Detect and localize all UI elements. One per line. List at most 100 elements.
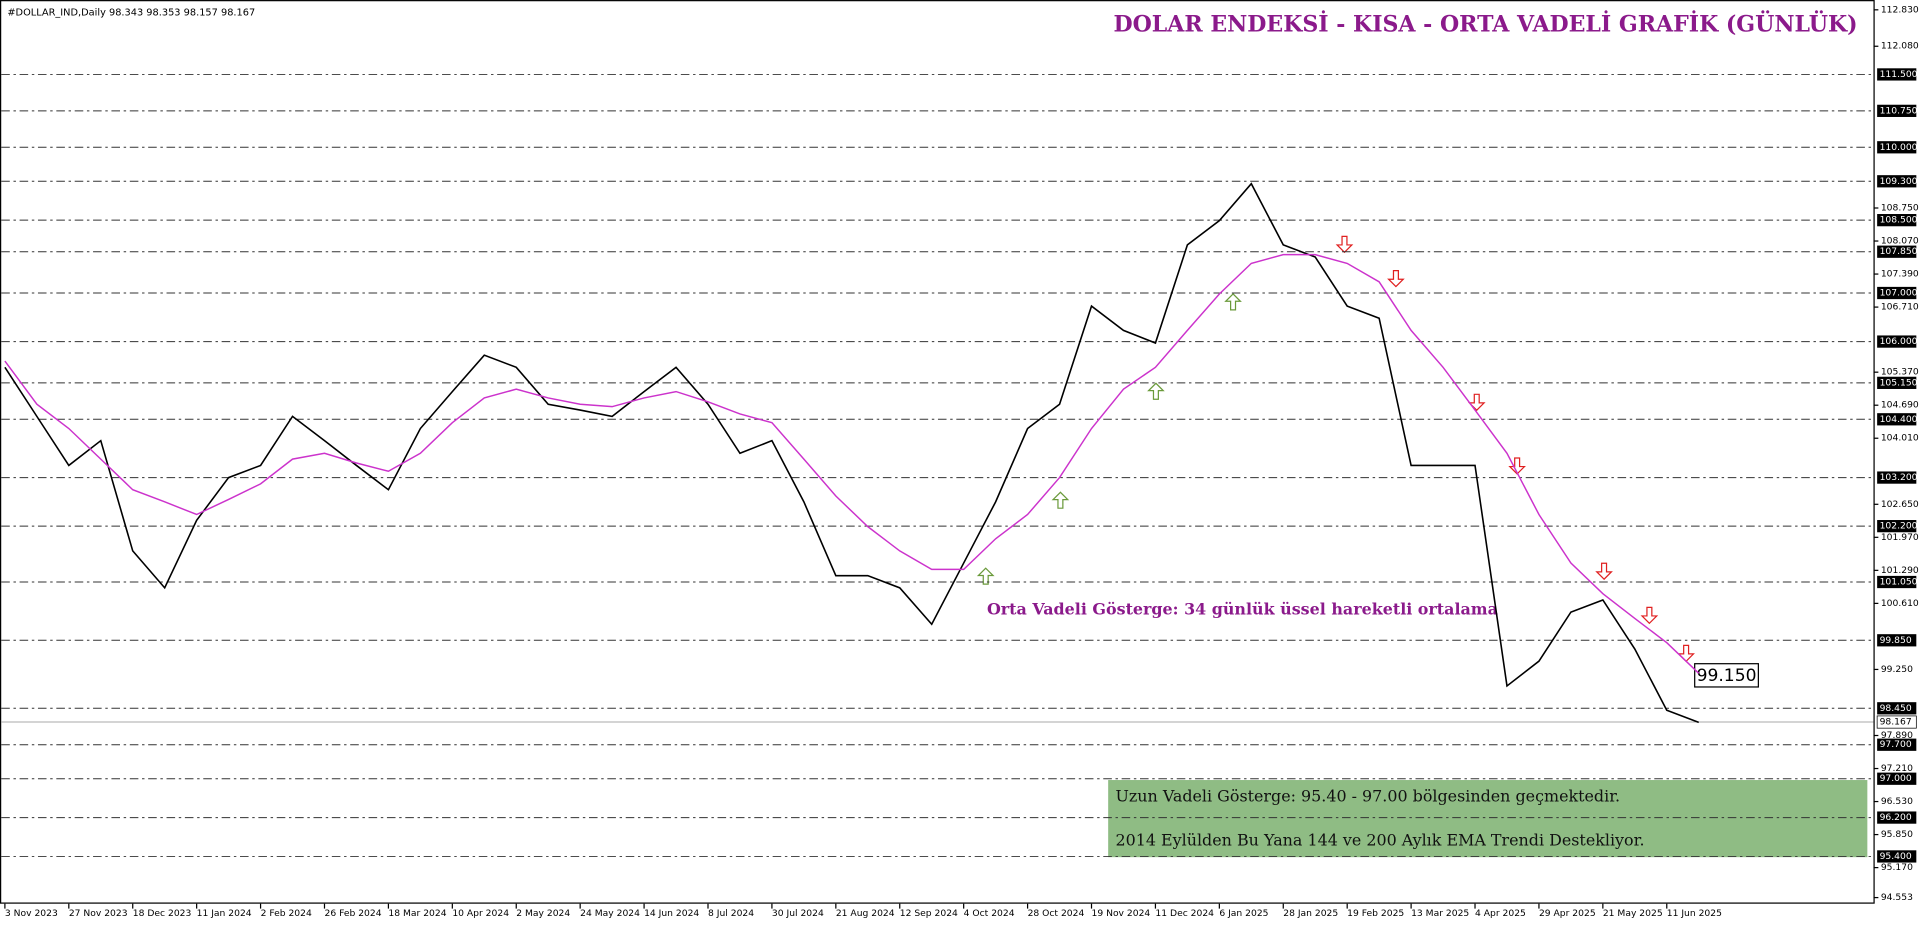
plot-frame xyxy=(0,0,1875,904)
level-tag xyxy=(1877,471,1917,484)
level-label: 104.400 xyxy=(1880,414,1918,425)
y-tick-label: 102.650 xyxy=(1881,499,1919,510)
level-tag xyxy=(1877,520,1917,533)
level-label: 111.500 xyxy=(1880,69,1918,80)
level-tag xyxy=(1877,850,1917,863)
ema-line xyxy=(4,253,1700,674)
y-tick-label: 105.370 xyxy=(1881,367,1919,378)
y-tick-label: 106.710 xyxy=(1881,302,1919,313)
level-tag xyxy=(1877,634,1917,647)
y-tick-label: 104.690 xyxy=(1881,400,1919,411)
level-label: 97.000 xyxy=(1880,773,1912,784)
level-label: 95.400 xyxy=(1880,851,1912,862)
level-tag xyxy=(1877,738,1917,751)
level-label: 108.500 xyxy=(1880,215,1918,226)
x-tick-label: 12 Sep 2024 xyxy=(900,908,958,919)
x-tick-label: 28 Jan 2025 xyxy=(1283,908,1338,919)
level-tag xyxy=(1877,104,1917,117)
x-tick-label: 18 Mar 2024 xyxy=(388,908,446,919)
level-tag xyxy=(1877,811,1917,824)
level-tag xyxy=(1877,245,1917,258)
down-arrow xyxy=(1335,235,1354,254)
x-tick-label: 13 Mar 2025 xyxy=(1411,908,1469,919)
info-box xyxy=(1108,780,1868,858)
ema-value-box xyxy=(1694,663,1759,688)
y-tick-label: 96.530 xyxy=(1881,796,1913,807)
y-tick-label: 99.250 xyxy=(1881,664,1913,675)
down-arrow xyxy=(1508,457,1526,475)
signal-arrows xyxy=(976,235,1695,663)
level-label: 109.300 xyxy=(1880,176,1918,187)
y-tick-label: 95.170 xyxy=(1881,862,1913,873)
ema-value-label: 99.150 xyxy=(1697,666,1757,686)
level-tag xyxy=(1877,141,1917,154)
level-label: 110.750 xyxy=(1880,105,1918,116)
x-tick-label: 4 Apr 2025 xyxy=(1475,908,1526,919)
level-tag xyxy=(1877,376,1917,389)
x-tick-label: 6 Jan 2025 xyxy=(1219,908,1268,919)
ema-note: Orta Vadeli Gösterge: 34 günlük üssel ha… xyxy=(987,599,1498,618)
y-tick-label: 101.290 xyxy=(1881,565,1919,576)
y-tick-label: 112.830 xyxy=(1881,4,1919,15)
x-tick-label: 21 Aug 2024 xyxy=(836,908,895,919)
level-tag xyxy=(1877,413,1917,426)
down-arrow xyxy=(1640,606,1659,625)
level-tag xyxy=(1877,68,1917,81)
down-arrow xyxy=(1387,270,1405,288)
level-tag xyxy=(1877,175,1917,188)
info-line: 2014 Eylülden Bu Yana 144 ve 200 Aylık E… xyxy=(1116,831,1645,850)
level-tag xyxy=(1877,575,1917,589)
y-tick-label: 97.890 xyxy=(1881,730,1913,741)
y-tick-label: 94.553 xyxy=(1881,892,1913,903)
level-label: 105.150 xyxy=(1880,377,1918,388)
chart-header: #DOLLAR_IND,Daily 98.343 98.353 98.157 9… xyxy=(7,7,255,18)
info-line: Uzun Vadeli Gösterge: 95.40 - 97.00 bölg… xyxy=(1116,787,1621,806)
x-tick-label: 14 Jun 2024 xyxy=(644,908,699,919)
level-tag xyxy=(1877,335,1917,348)
y-tick-label: 107.390 xyxy=(1881,269,1919,280)
y-tick-label: 104.010 xyxy=(1881,433,1919,444)
level-label: 97.700 xyxy=(1880,739,1912,750)
level-label: 103.200 xyxy=(1880,472,1918,483)
down-arrow xyxy=(1467,393,1486,412)
x-tick-label: 18 Dec 2023 xyxy=(133,908,192,919)
y-tick-label: 97.210 xyxy=(1881,763,1913,774)
level-label: 96.200 xyxy=(1880,812,1912,823)
x-tick-label: 4 Oct 2024 xyxy=(964,908,1015,919)
level-tag xyxy=(1877,702,1917,715)
y-tick-label: 101.970 xyxy=(1881,532,1919,543)
up-arrow xyxy=(1224,293,1242,311)
x-tick-label: 29 Apr 2025 xyxy=(1539,908,1596,919)
y-tick-label: 100.610 xyxy=(1881,598,1919,609)
y-tick-label: 108.750 xyxy=(1881,203,1919,214)
level-label: 107.000 xyxy=(1880,288,1918,299)
up-arrow xyxy=(976,567,995,585)
level-tag xyxy=(1877,286,1917,300)
y-tick-label: 112.080 xyxy=(1881,41,1919,52)
x-tick-label: 19 Nov 2024 xyxy=(1092,908,1151,919)
x-tick-label: 11 Dec 2024 xyxy=(1155,908,1214,919)
up-arrow xyxy=(1051,491,1070,509)
x-tick-label: 21 May 2025 xyxy=(1603,908,1663,919)
y-tick-label: 108.070 xyxy=(1881,236,1919,247)
down-arrow xyxy=(1595,562,1613,581)
chart-title: DOLAR ENDEKSİ - KISA - ORTA VADELİ GRAFİ… xyxy=(1114,10,1858,38)
level-tag xyxy=(1877,772,1917,785)
x-tick-label: 2 Feb 2024 xyxy=(261,908,312,919)
x-tick-label: 24 May 2024 xyxy=(580,908,640,919)
y-tick-label: 95.850 xyxy=(1881,829,1913,840)
x-tick-label: 26 Feb 2024 xyxy=(324,908,381,919)
x-tick-label: 11 Jun 2025 xyxy=(1667,908,1722,919)
x-tick-label: 3 Nov 2023 xyxy=(5,908,58,919)
level-tag xyxy=(1877,214,1917,227)
level-label: 106.000 xyxy=(1880,336,1918,347)
current-price-tag xyxy=(1876,715,1917,729)
level-label: 98.450 xyxy=(1880,703,1912,714)
x-tick-label: 30 Jul 2024 xyxy=(772,908,824,919)
x-tick-label: 2 May 2024 xyxy=(516,908,570,919)
level-label: 107.850 xyxy=(1880,246,1918,257)
x-tick-label: 11 Jan 2024 xyxy=(197,908,252,919)
price-line xyxy=(4,182,1700,724)
